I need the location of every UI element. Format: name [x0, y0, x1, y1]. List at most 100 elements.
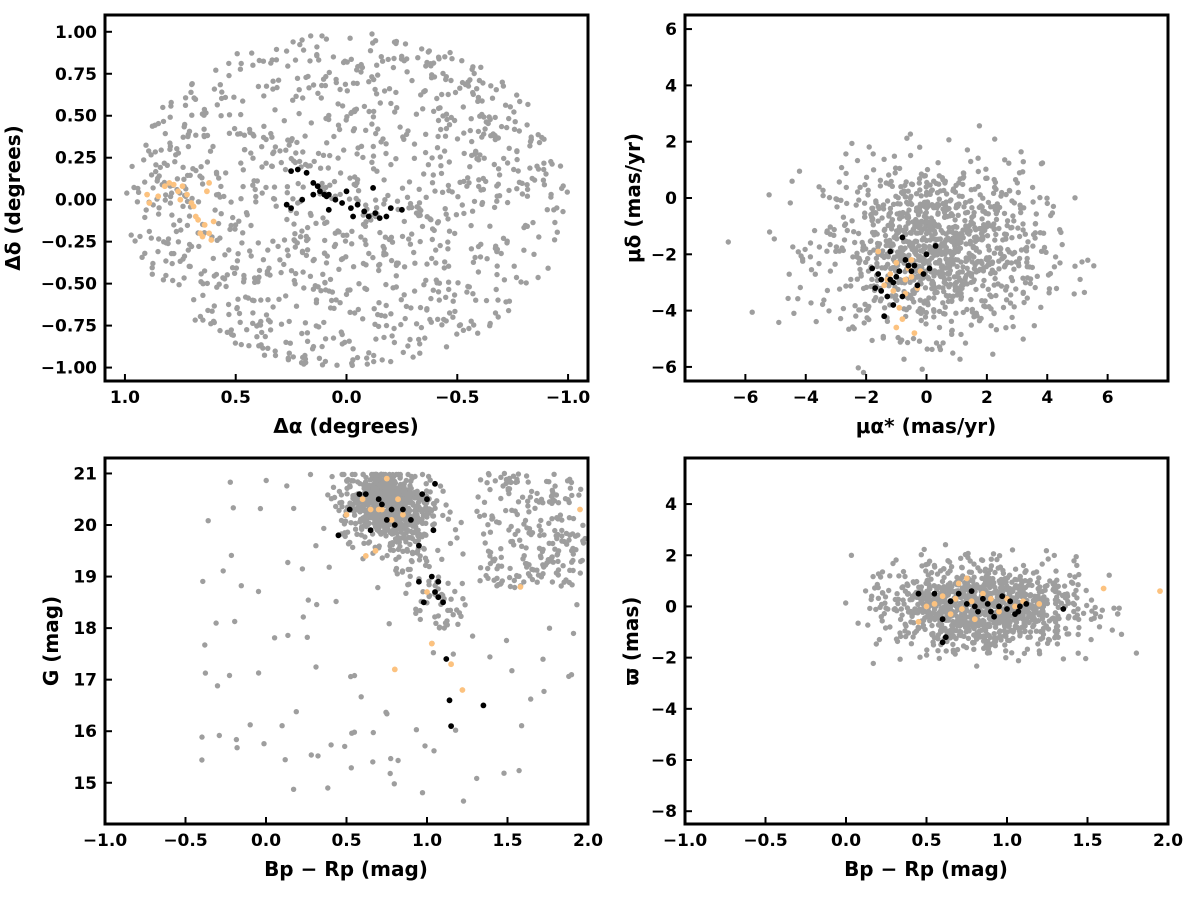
field-star-point: [957, 231, 964, 237]
field-star-point: [962, 340, 969, 346]
y-tick-label: −4: [651, 700, 677, 720]
field-star-point: [445, 580, 451, 586]
field-star-point: [335, 101, 341, 107]
field-star-point: [295, 180, 301, 187]
field-star-point: [936, 344, 943, 350]
member-star-point: [375, 496, 382, 503]
y-tick-label: 16: [73, 722, 97, 742]
field-star-point: [369, 159, 375, 165]
field-star-point: [981, 620, 987, 627]
member-star-point: [325, 206, 332, 213]
field-star-point: [388, 358, 394, 365]
field-star-point: [1046, 286, 1053, 292]
field-star-point: [1001, 633, 1007, 639]
field-star-point: [873, 606, 879, 613]
field-star-point: [873, 198, 879, 204]
field-star-point: [521, 521, 527, 527]
field-star-point: [441, 265, 447, 271]
field-star-point: [839, 245, 845, 251]
field-star-point: [458, 519, 464, 526]
field-star-point: [935, 160, 941, 166]
field-star-point: [445, 91, 451, 98]
field-star-point: [1010, 213, 1016, 219]
field-star-point: [342, 743, 348, 750]
field-star-point: [449, 189, 455, 195]
field-star-point: [908, 608, 914, 615]
field-star-point: [505, 307, 512, 314]
orange-star-point: [890, 288, 897, 294]
x-tick-label: 1.0: [992, 831, 1022, 851]
field-star-point: [283, 48, 290, 54]
field-star-point: [316, 355, 323, 361]
field-star-point: [1033, 211, 1040, 217]
field-star-point: [235, 251, 241, 257]
orange-stars-layer: [915, 575, 1163, 625]
field-star-point: [414, 204, 420, 210]
field-star-point: [925, 203, 932, 209]
field-star-point: [514, 92, 520, 98]
field-star-point: [878, 601, 885, 608]
field-star-point: [940, 200, 946, 207]
field-star-point: [167, 114, 173, 120]
field-star-point: [211, 319, 217, 326]
field-star-point: [236, 310, 243, 317]
field-star-point: [227, 226, 233, 233]
orange-star-point: [161, 183, 168, 190]
field-star-point: [1084, 602, 1090, 609]
field-star-point: [526, 509, 532, 515]
field-star-point: [366, 250, 372, 257]
field-star-point: [870, 205, 876, 211]
field-star-point: [326, 564, 332, 570]
field-star-point: [142, 179, 148, 185]
field-star-point: [431, 74, 438, 80]
member-star-point: [923, 251, 930, 258]
field-star-point: [907, 152, 914, 159]
field-star-point: [991, 176, 997, 183]
y-tick-label: 17: [73, 671, 97, 691]
orange-star-point: [424, 589, 430, 595]
field-star-point: [954, 224, 960, 230]
field-star-point: [875, 203, 881, 210]
field-star-point: [438, 163, 444, 169]
field-star-point: [875, 595, 882, 601]
field-star-point: [521, 247, 527, 253]
field-star-point: [396, 554, 402, 560]
field-star-point: [490, 515, 496, 521]
field-star-point: [1039, 596, 1045, 602]
field-star-point: [979, 627, 985, 633]
field-star-point: [455, 194, 461, 200]
field-star-point: [1079, 259, 1085, 265]
field-star-point: [339, 499, 345, 506]
field-star-point: [255, 83, 262, 90]
field-star-point: [1000, 304, 1007, 311]
field-star-point: [213, 271, 220, 278]
field-star-point: [1027, 577, 1033, 583]
field-star-point: [524, 122, 530, 128]
plot-frame: [103, 456, 590, 826]
field-star-point: [524, 193, 531, 199]
field-star-point: [983, 166, 989, 172]
field-star-point: [1015, 189, 1021, 196]
field-star-point: [824, 287, 831, 294]
field-star-point: [322, 237, 328, 244]
field-star-point: [988, 556, 994, 562]
field-star-point: [344, 232, 350, 238]
field-star-point: [964, 209, 971, 215]
field-star-point: [929, 622, 935, 629]
field-star-point: [217, 82, 223, 88]
field-star-point: [950, 641, 956, 648]
member-star-point: [288, 168, 294, 175]
field-star-point: [299, 228, 305, 234]
field-star-point: [247, 248, 253, 254]
field-star-point: [470, 291, 476, 297]
field-star-point: [877, 298, 884, 304]
field-star-point: [248, 150, 254, 156]
field-star-point: [848, 552, 855, 558]
member-star-point: [980, 595, 986, 602]
orange-star-point: [931, 601, 938, 607]
field-star-point: [263, 312, 270, 318]
field-star-point: [511, 166, 517, 173]
member-star-point: [314, 183, 321, 190]
field-star-point: [1081, 289, 1088, 296]
